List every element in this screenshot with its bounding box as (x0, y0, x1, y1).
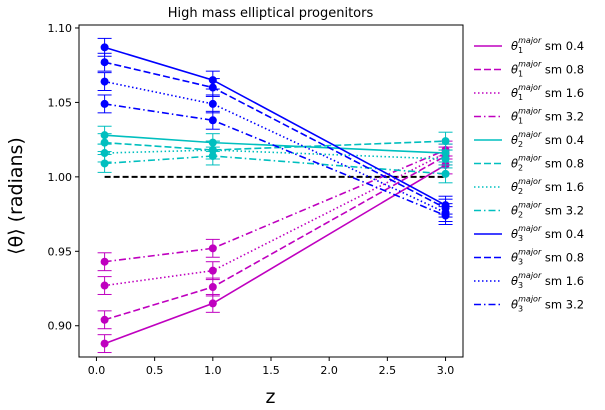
legend-label: θ3major sm 0.4 (511, 224, 584, 243)
x-tick-label: 1.0 (204, 364, 222, 377)
legend-label: θ2major sm 0.4 (511, 130, 584, 149)
series-line (104, 80, 446, 214)
data-point (100, 77, 109, 86)
legend-entry: θ2major sm 0.4 (474, 130, 584, 149)
data-point (100, 159, 109, 168)
legend-label: θ3major sm 1.6 (511, 271, 584, 290)
legend-entry: θ1major sm 3.2 (474, 107, 584, 126)
x-tick-label: 1.5 (262, 364, 280, 377)
y-tick-label: 0.95 (48, 245, 73, 258)
x-tick-label: 2.5 (379, 364, 397, 377)
series-line (104, 155, 446, 321)
legend-entry: θ2major sm 1.6 (474, 177, 584, 196)
data-point (100, 149, 109, 158)
chart-title: High mass elliptical progenitors (168, 6, 374, 21)
series-3 (97, 143, 453, 295)
legend-entry: θ2major sm 0.8 (474, 154, 584, 173)
legend-entry: θ3major sm 3.2 (474, 295, 584, 314)
data-point (100, 339, 109, 348)
y-tick-label: 1.10 (48, 22, 73, 35)
data-point (208, 283, 217, 292)
legend-label: θ1major sm 0.4 (511, 36, 584, 55)
data-point (100, 315, 109, 324)
legend-entry: θ3major sm 0.8 (474, 248, 584, 267)
series-line (104, 149, 446, 263)
data-point (208, 152, 217, 161)
series-line (104, 164, 446, 345)
y-tick-label: 1.05 (48, 96, 73, 109)
series-12 (97, 94, 453, 225)
legend-entry: θ3major sm 1.6 (474, 271, 584, 290)
data-point (208, 244, 217, 253)
series-line (104, 61, 446, 209)
x-tick-label: 2.0 (320, 364, 338, 377)
y-tick-label: 1.00 (48, 171, 73, 184)
data-point (208, 83, 217, 92)
data-point (441, 137, 450, 146)
legend-label: θ2major sm 1.6 (511, 177, 584, 196)
data-point (441, 154, 450, 163)
data-point (441, 211, 450, 220)
legend-label: θ2major sm 3.2 (511, 201, 584, 220)
data-point (208, 99, 217, 108)
axes-frame (78, 24, 464, 358)
legend-entry: θ1major sm 0.4 (474, 36, 584, 55)
legend-entry: θ3major sm 0.4 (474, 224, 584, 243)
x-tick-label: 3.0 (437, 364, 455, 377)
x-tick-label: 0.0 (88, 364, 106, 377)
legend-label: θ3major sm 3.2 (511, 295, 584, 314)
legend-label: θ1major sm 1.6 (511, 83, 584, 102)
data-point (100, 43, 109, 52)
y-axis-label: ⟨θ⟩ (radians) (5, 137, 27, 255)
y-tick-label: 0.90 (48, 320, 73, 333)
axes: 0.0 0.5 1.0 1.5 2.0 2.5 3.0 0.90 0.95 1.00 1.05 1.1… (48, 22, 464, 377)
series-2 (97, 146, 453, 330)
legend-label: θ1major sm 3.2 (511, 107, 584, 126)
series-9 (97, 37, 453, 215)
data-point (208, 299, 217, 308)
data-point (100, 99, 109, 108)
legend-label: θ1major sm 0.8 (511, 60, 584, 79)
series-line (104, 134, 446, 154)
legend: θ1major sm 0.4 θ1major sm 0.8 θ1major sm 1… (474, 36, 584, 314)
data-point (208, 116, 217, 125)
legend-label: θ3major sm 0.8 (511, 248, 584, 267)
series-line (104, 103, 446, 217)
x-axis-label: z (266, 386, 276, 408)
legend-entry: θ1major sm 0.8 (474, 60, 584, 79)
data-point (100, 138, 109, 147)
data-point (100, 257, 109, 266)
series-5 (97, 125, 453, 163)
legend-entry: θ1major sm 1.6 (474, 83, 584, 102)
plot-area (97, 37, 453, 354)
x-tick-label: 0.5 (146, 364, 164, 377)
series-line (104, 140, 446, 151)
data-point (208, 266, 217, 275)
data-point (100, 281, 109, 290)
legend-label: θ2major sm 0.8 (511, 154, 584, 173)
data-point (441, 169, 450, 178)
series-1 (97, 155, 453, 354)
legend-entry: θ2major sm 3.2 (474, 201, 584, 220)
data-point (100, 58, 109, 67)
